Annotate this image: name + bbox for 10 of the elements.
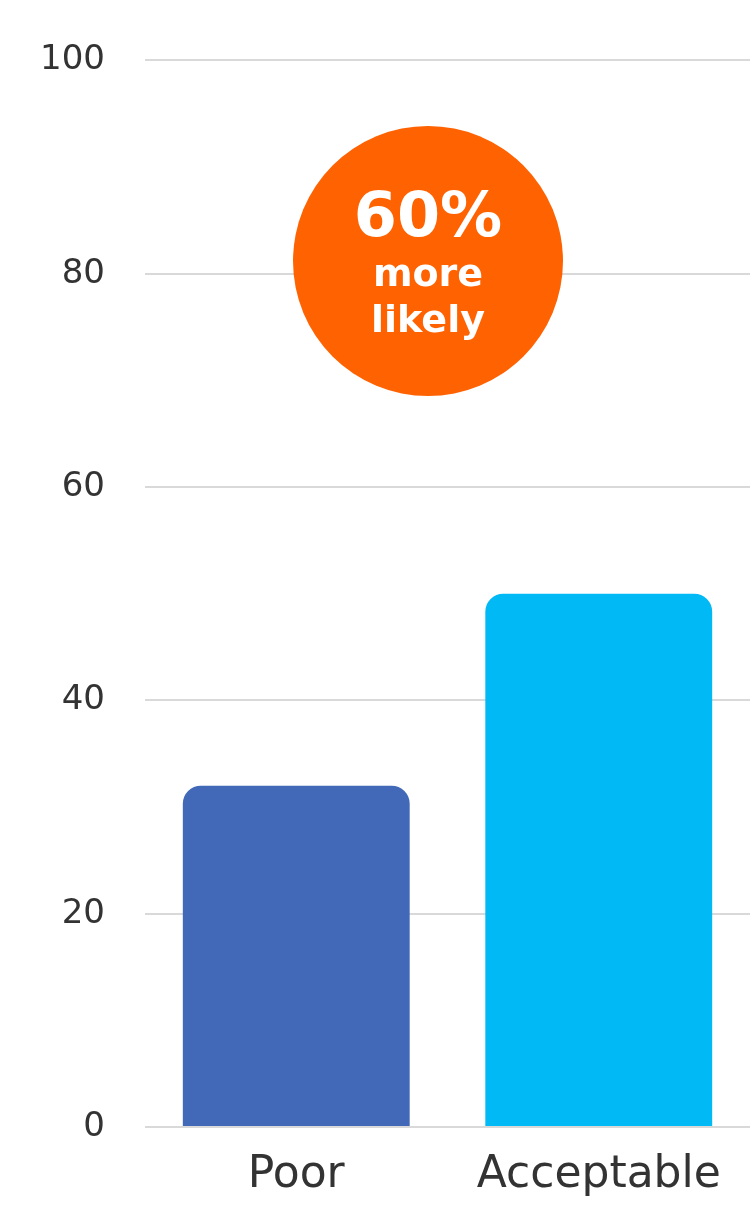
y-tick-label: 20 <box>61 890 105 931</box>
x-tick-label: Acceptable <box>476 1145 721 1197</box>
y-tick-label: 40 <box>61 677 105 718</box>
annotation: 60% more likely <box>353 178 503 342</box>
x-tick-label: Poor <box>247 1145 346 1197</box>
circle-badge: 60% more likely <box>293 126 563 396</box>
y-tick-label: 0 <box>83 1103 105 1144</box>
y-tick-label: 80 <box>61 250 105 291</box>
y-tick-label: 60 <box>61 463 105 504</box>
y-tick-label: 100 <box>40 37 105 78</box>
